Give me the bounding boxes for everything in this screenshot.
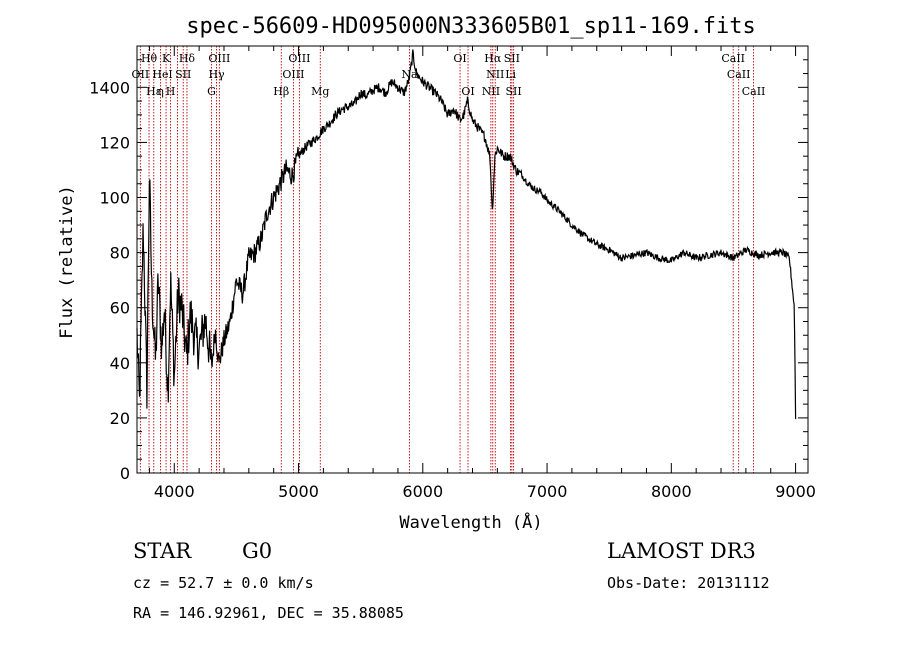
line-marker-label: OII <box>131 68 149 81</box>
line-marker-label: SII <box>506 85 522 98</box>
line-marker-label: Hδ <box>179 52 196 65</box>
obs-date: Obs-Date: 20131112 <box>607 574 770 592</box>
line-marker-label: OIII <box>208 52 230 65</box>
x-tick-label: 4000 <box>154 482 195 501</box>
y-tick-label: 20 <box>110 409 130 428</box>
line-marker-label: OIII <box>288 52 310 65</box>
redshift-readout: cz = 52.7 ± 0.0 km/s <box>133 574 314 592</box>
y-tick-label: 40 <box>110 354 130 373</box>
y-tick-label: 120 <box>99 133 130 152</box>
line-marker-label: Hβ <box>273 85 289 98</box>
spectral-subclass: G0 <box>242 539 273 563</box>
line-marker-label: K <box>162 52 171 65</box>
line-marker-label: G <box>207 85 216 98</box>
line-marker-label: Hθ <box>141 52 158 65</box>
line-marker-label: NII <box>482 85 500 98</box>
x-tick-label: 7000 <box>527 482 568 501</box>
y-tick-label: 0 <box>120 464 130 483</box>
line-marker-label: η <box>157 85 164 98</box>
line-marker-label: Hε <box>146 85 162 98</box>
line-marker-label: CaII <box>721 52 745 65</box>
line-marker-label: Hα <box>484 52 502 65</box>
line-marker-label: SII <box>175 68 191 81</box>
line-marker-label: Hγ <box>208 68 225 81</box>
x-axis-label: Wavelength (Å) <box>399 511 542 533</box>
coordinates: RA = 146.92961, DEC = 35.88085 <box>133 604 404 622</box>
axis-ticks: 4000 5000 6000 7000 8000 9000 0 20 40 60 80 100 120 1… <box>89 46 816 501</box>
line-marker-label: OI <box>453 52 466 65</box>
spectrum-line <box>136 49 797 420</box>
line-marker-label: Mg <box>311 85 329 98</box>
y-tick-label: 100 <box>99 189 130 208</box>
survey-name: LAMOST DR3 <box>607 539 756 563</box>
object-class: STAR <box>133 539 192 563</box>
x-tick-label: 6000 <box>402 482 443 501</box>
chart-title: spec-56609-HD095000N333605B01_sp11-169.f… <box>186 14 756 39</box>
x-tick-label: 9000 <box>775 482 816 501</box>
line-marker-label: NII <box>486 68 504 81</box>
line-marker-label: I <box>168 68 172 81</box>
line-marker-label: SII <box>504 52 520 65</box>
y-tick-label: 1400 <box>89 78 130 97</box>
line-marker-label: H <box>166 85 176 98</box>
y-tick-label: 60 <box>110 299 130 318</box>
x-tick-label: 8000 <box>651 482 692 501</box>
plot-frame <box>136 45 809 474</box>
line-marker-label: OI <box>461 85 474 98</box>
line-marker-label: CaII <box>727 68 751 81</box>
x-tick-label: 5000 <box>278 482 319 501</box>
line-marker-label: Li <box>505 68 516 81</box>
y-axis-label: Flux (relative) <box>57 185 77 339</box>
line-marker-label: OIII <box>282 68 304 81</box>
line-marker-label: Na <box>401 68 418 81</box>
line-marker-label: CaII <box>742 85 766 98</box>
y-tick-label: 80 <box>110 244 130 263</box>
line-marker-label: He <box>152 68 168 81</box>
